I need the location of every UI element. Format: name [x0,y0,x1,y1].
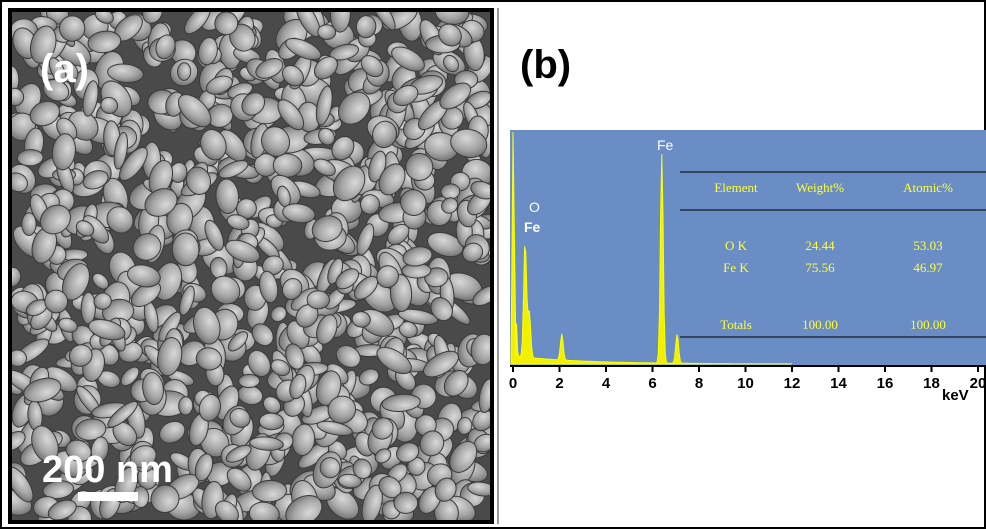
table-cell: 100.00 [802,317,838,332]
grain [441,184,460,200]
grain [238,374,259,388]
grain [394,492,418,514]
table-cell: 100.00 [910,317,946,332]
table-cell: 75.56 [805,260,835,275]
table-header: Element [714,180,758,195]
tick-label: 4 [602,375,611,392]
tick-label: 8 [695,375,703,392]
figure: (a) 200 nm (b) 0 2 4 6 8 10 12 14 16 18 20 O Fe Fe… [0,0,986,529]
tick-label: 6 [648,375,656,392]
grain [172,233,200,267]
grain [307,291,330,310]
scale-bar-label: 200 nm [42,449,173,491]
tick-label: 20 [970,375,986,392]
table-cell: O K [725,238,748,253]
table-cell: Fe K [723,260,749,275]
grain [177,63,191,81]
panel-label: (a) [40,47,89,91]
tick-label: 16 [877,375,894,392]
grain [259,413,284,430]
table-cell: 46.97 [913,260,943,275]
tick-label: 10 [737,375,754,392]
tick-label: 14 [830,375,847,392]
panel-label: (b) [520,43,571,87]
table-cell: 24.44 [805,238,835,253]
tick-label: 2 [555,375,563,392]
peak-label: Fe [657,137,674,153]
tick-label: 12 [784,375,801,392]
grain [81,292,95,324]
scale-bar [78,492,138,501]
x-axis-label: keV [942,387,969,404]
grain [22,213,37,236]
peak-label: O [529,199,540,215]
peak-label: Fe [524,219,541,235]
table-header: Atomic% [903,180,953,195]
table-header: Weight% [796,180,844,195]
tick-label: 18 [923,375,940,392]
grain [273,153,302,177]
grain [178,396,193,415]
table-cell: 53.03 [913,238,942,253]
table-cell: Totals [720,317,752,332]
tick-label: 0 [509,375,517,392]
